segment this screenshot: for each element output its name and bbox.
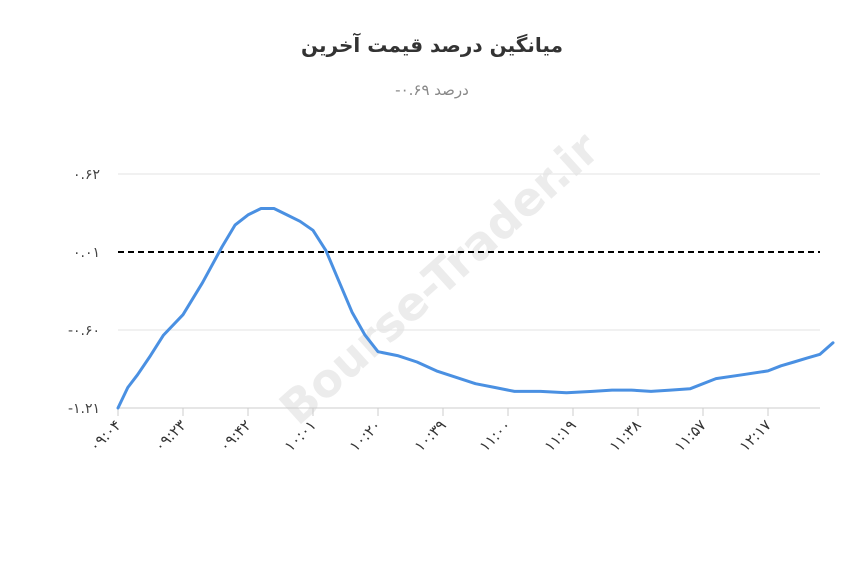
y-tick-label: -۰.۶۰ — [68, 323, 100, 339]
x-tick-label: ۱۰:۲۰ — [346, 416, 385, 455]
x-axis-ticks: ۰۹:۰۴ ۰۹:۲۳ ۰۹:۴۲ ۱۰:۰۱ ۱۰:۲۰ ۱۰:۳۹ ۱۱:۰۰ ۱۱:۱۹… — [86, 408, 775, 455]
grid-lines — [118, 173, 820, 409]
x-tick-label: ۱۰:۳۹ — [411, 416, 450, 455]
y-axis-ticks: ۰.۶۲ ۰.۰۱ -۰.۶۰ -۱.۲۱ — [68, 167, 100, 417]
watermark-text: Bourse-Trader.ir — [269, 121, 609, 435]
x-tick-label: ۰۹:۲۳ — [151, 416, 190, 455]
chart-subtitle: درصد ۰.۶۹- — [395, 81, 469, 99]
x-tick-label: ۱۱:۳۸ — [606, 416, 645, 455]
x-tick-label: ۱۱:۵۷ — [671, 416, 710, 455]
x-tick-label: ۱۱:۰۰ — [476, 416, 515, 455]
y-tick-label: ۰.۶۲ — [73, 167, 100, 183]
series-layer — [116, 207, 835, 410]
x-tick-label: ۰۹:۰۴ — [86, 416, 125, 455]
x-tick-label: ۱۲:۱۷ — [736, 416, 775, 455]
chart-title: میانگین درصد قیمت آخرین — [301, 32, 563, 57]
series-line — [116, 207, 835, 410]
y-tick-label: ۰.۰۱ — [73, 245, 100, 261]
x-tick-label: ۰۹:۴۲ — [216, 416, 255, 455]
y-tick-label: -۱.۲۱ — [68, 401, 100, 417]
x-tick-label: ۱۱:۱۹ — [541, 416, 580, 455]
